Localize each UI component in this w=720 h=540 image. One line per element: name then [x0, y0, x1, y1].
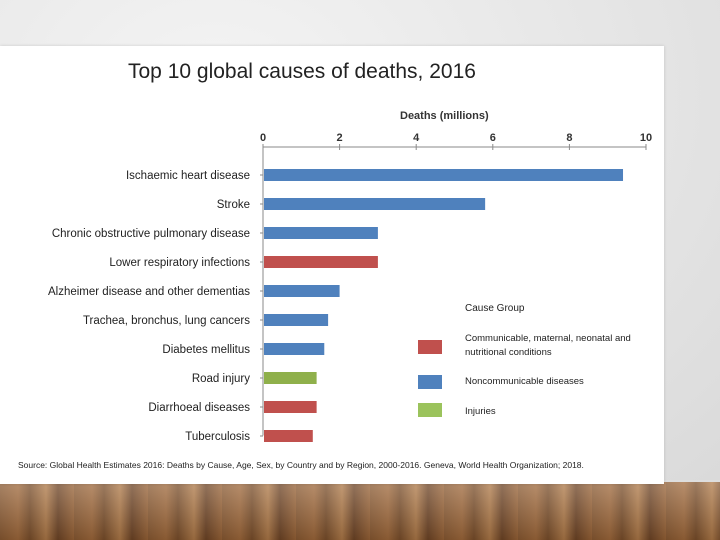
x-tick-label: 0 [260, 132, 266, 144]
category-label: Chronic obstructive pulmonary disease [52, 228, 250, 240]
bar [264, 401, 317, 413]
slide: Top 10 global causes of deaths, 2016 Dea… [0, 46, 664, 484]
legend-swatch-noncommunicable [418, 375, 442, 389]
bar [264, 430, 313, 442]
bar [264, 227, 378, 239]
legend-swatch-communicable [418, 340, 442, 354]
category-label: Road injury [192, 373, 250, 385]
category-label: Tuberculosis [185, 431, 250, 443]
category-label: Stroke [217, 199, 250, 211]
bar [264, 198, 486, 210]
bar [264, 314, 329, 326]
x-tick-label: 10 [640, 132, 652, 144]
bar [264, 285, 340, 297]
x-tick-label: 8 [566, 132, 572, 144]
legend-swatch-injuries [418, 403, 442, 417]
background-floor [0, 482, 720, 540]
bar [264, 169, 624, 181]
legend-label-communicable: Communicable, maternal, neonatal and nut… [465, 333, 631, 358]
chart-title: Top 10 global causes of deaths, 2016 [128, 60, 476, 83]
chart-plot: 0 2 4 6 8 10 Ischaemic heart disease Stroke Chro… [48, 132, 652, 443]
category-label: Diabetes mellitus [162, 344, 250, 356]
bar [264, 372, 317, 384]
bar [264, 256, 378, 268]
bar [264, 343, 325, 355]
legend-title: Cause Group [465, 303, 525, 314]
x-tick-label: 2 [337, 132, 343, 144]
category-label: Trachea, bronchus, lung cancers [83, 315, 250, 327]
x-tick-label: 6 [490, 132, 496, 144]
x-tick-label: 4 [413, 132, 420, 144]
category-label: Ischaemic heart disease [126, 170, 250, 182]
x-axis-label: Deaths (millions) [400, 110, 489, 122]
legend-label-injuries: Injuries [465, 406, 496, 417]
category-label: Alzheimer disease and other dementias [48, 286, 250, 298]
source-note: Source: Global Health Estimates 2016: De… [18, 460, 584, 470]
category-label: Diarrhoeal diseases [148, 402, 250, 414]
category-label: Lower respiratory infections [109, 257, 250, 269]
legend-label-noncommunicable: Noncommunicable diseases [465, 376, 584, 387]
